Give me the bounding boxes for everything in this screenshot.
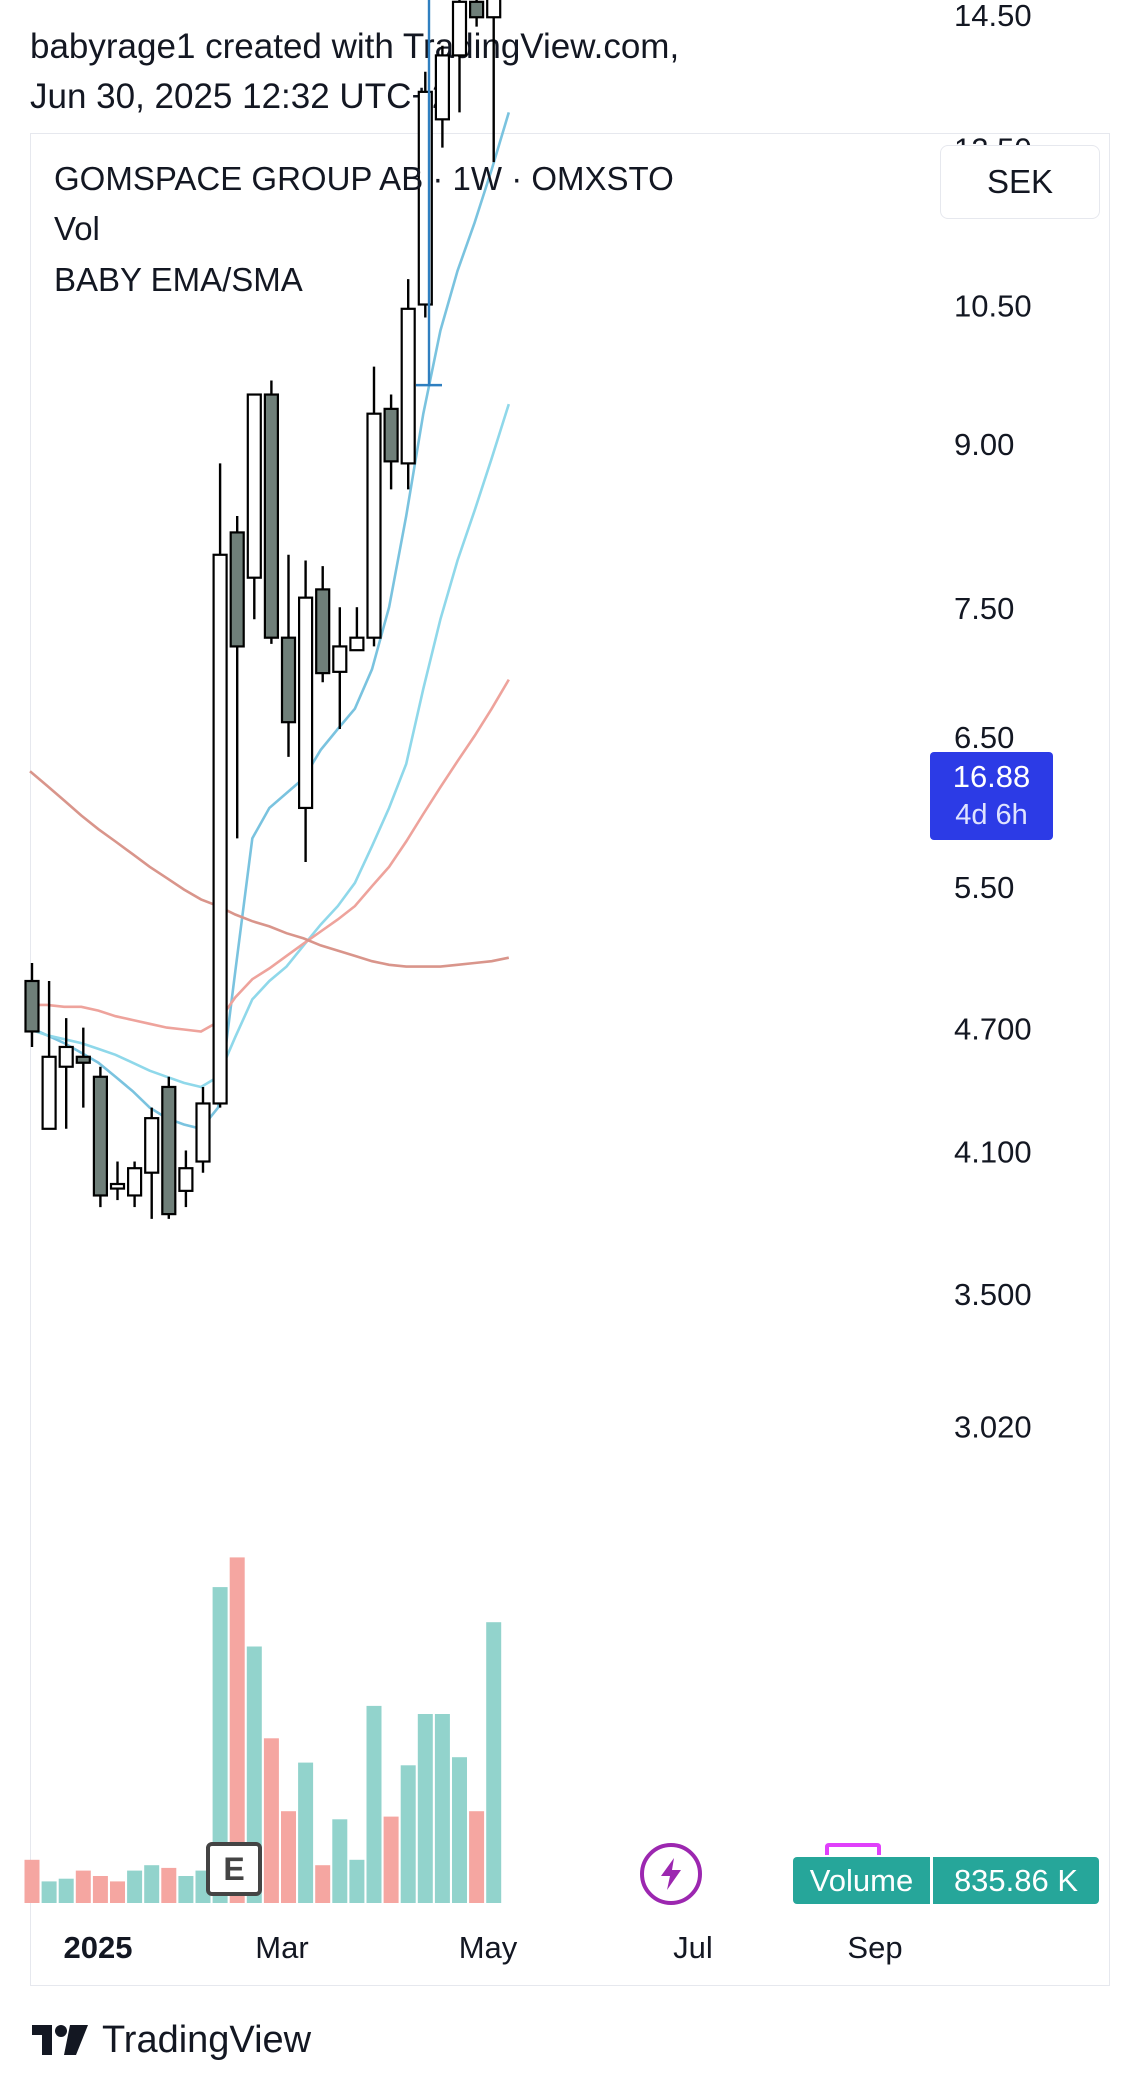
volume-bar xyxy=(212,1587,228,1903)
candle-body xyxy=(41,1055,57,1130)
volume-bar xyxy=(281,1811,296,1903)
volume-bar xyxy=(178,1876,194,1903)
volume-bar xyxy=(332,1819,348,1903)
time-axis: 2025 Mar May Jul Sep xyxy=(64,1930,903,1965)
volume-bar xyxy=(400,1765,416,1903)
candle-body xyxy=(109,1182,126,1190)
chart-timestamp: Jun 30, 2025 12:32 UTC+2 xyxy=(30,77,452,116)
price-tick-label: 7.50 xyxy=(954,591,1014,626)
volume-bars xyxy=(24,1557,502,1903)
candle-body xyxy=(315,588,331,675)
candle-body xyxy=(161,1085,177,1216)
volume-bar xyxy=(92,1876,108,1903)
symbol-legend[interactable]: GOMSPACE GROUP AB · 1W · OMXSTO xyxy=(54,160,674,197)
currency-button[interactable]: SEK xyxy=(940,145,1100,219)
price-tick-label: 9.00 xyxy=(954,427,1014,462)
volume-bar xyxy=(469,1811,485,1903)
volume-bar xyxy=(434,1714,450,1903)
last-price-value: 16.88 xyxy=(952,759,1031,794)
volume-bar xyxy=(75,1870,91,1903)
candle-body xyxy=(246,393,262,579)
footer-brand: TradingView xyxy=(102,2018,312,2061)
volume-bar xyxy=(246,1646,262,1903)
candle-body xyxy=(486,0,502,19)
candle-body xyxy=(280,636,297,724)
price-tick-label: 5.50 xyxy=(954,870,1014,905)
candle-body xyxy=(434,54,450,121)
candle-body xyxy=(332,645,348,673)
candle-body xyxy=(75,1055,91,1064)
time-tick-label: Sep xyxy=(847,1930,902,1965)
price-tick-label: 4.100 xyxy=(954,1134,1032,1169)
volume-bar xyxy=(486,1622,502,1903)
volume-bar xyxy=(263,1738,279,1903)
ma-line xyxy=(30,678,510,1033)
candle-body xyxy=(451,0,468,57)
candle-body xyxy=(212,553,228,1105)
candle-body xyxy=(127,1167,143,1197)
volume-bar xyxy=(110,1881,125,1903)
volume-badge-label: Volume xyxy=(793,1857,930,1904)
candle-body xyxy=(298,596,314,810)
candles xyxy=(24,0,502,1219)
time-tick-label: Mar xyxy=(255,1930,308,1965)
ma-line xyxy=(29,770,510,968)
snapshot-lightning-icon[interactable] xyxy=(640,1843,702,1905)
candle-body xyxy=(400,307,416,465)
candle-body xyxy=(366,412,382,639)
volume-badge-value: 835.86 K xyxy=(933,1857,1099,1904)
indicator-legend[interactable]: BABY EMA/SMA xyxy=(54,261,303,298)
candle-body xyxy=(383,407,399,463)
volume-bar xyxy=(366,1705,382,1903)
price-tick-label: 3.020 xyxy=(954,1410,1032,1445)
candle-body xyxy=(58,1045,74,1068)
volume-bar xyxy=(58,1878,74,1903)
volume-bar xyxy=(349,1859,365,1903)
price-tick-label: 6.50 xyxy=(954,720,1014,755)
alert-marker-icon xyxy=(825,1843,881,1855)
chart-frame xyxy=(30,133,1110,1986)
candle-body xyxy=(263,393,279,639)
volume-bar xyxy=(41,1881,57,1903)
time-tick-label: Jul xyxy=(673,1930,713,1965)
candle-body xyxy=(229,531,245,648)
candle-body xyxy=(144,1117,160,1174)
candle-body xyxy=(178,1167,194,1192)
candle-body xyxy=(349,636,365,652)
earnings-marker[interactable]: E xyxy=(206,1842,262,1896)
price-tick-label: 10.50 xyxy=(954,289,1032,324)
volume-bar xyxy=(298,1762,314,1903)
volume-bar xyxy=(144,1865,160,1903)
measure-tool[interactable]: 7.63 (78.21%) 381 xyxy=(293,0,565,387)
candle-body xyxy=(92,1075,109,1197)
volume-bar xyxy=(229,1557,245,1903)
volume-bar xyxy=(24,1859,40,1903)
volume-bar xyxy=(452,1757,467,1903)
ma-line xyxy=(29,403,511,1089)
tradingview-logo-icon xyxy=(32,2025,88,2055)
candle-body xyxy=(469,0,485,19)
candle-body xyxy=(24,979,40,1033)
price-tick-label: 3.500 xyxy=(954,1277,1032,1312)
volume-badge: Volume 835.86 K xyxy=(793,1857,1099,1904)
time-tick-label: May xyxy=(459,1930,518,1965)
volume-bar xyxy=(127,1870,143,1903)
last-price-badge: 16.88 4d 6h xyxy=(930,752,1053,840)
chart-author-line: babyrage1 created with TradingView.com, xyxy=(30,27,680,66)
bar-countdown: 4d 6h xyxy=(955,799,1028,831)
volume-bar xyxy=(383,1816,399,1903)
volume-legend[interactable]: Vol xyxy=(54,210,100,247)
footer: TradingView xyxy=(30,2015,311,2065)
volume-bar xyxy=(161,1867,177,1903)
candle-body xyxy=(195,1102,211,1163)
volume-bar xyxy=(417,1714,433,1903)
price-tick-label: 14.50 xyxy=(954,0,1032,33)
volume-bar xyxy=(315,1865,331,1903)
price-tick-label: 4.700 xyxy=(954,1012,1032,1047)
time-tick-label: 2025 xyxy=(64,1930,133,1965)
